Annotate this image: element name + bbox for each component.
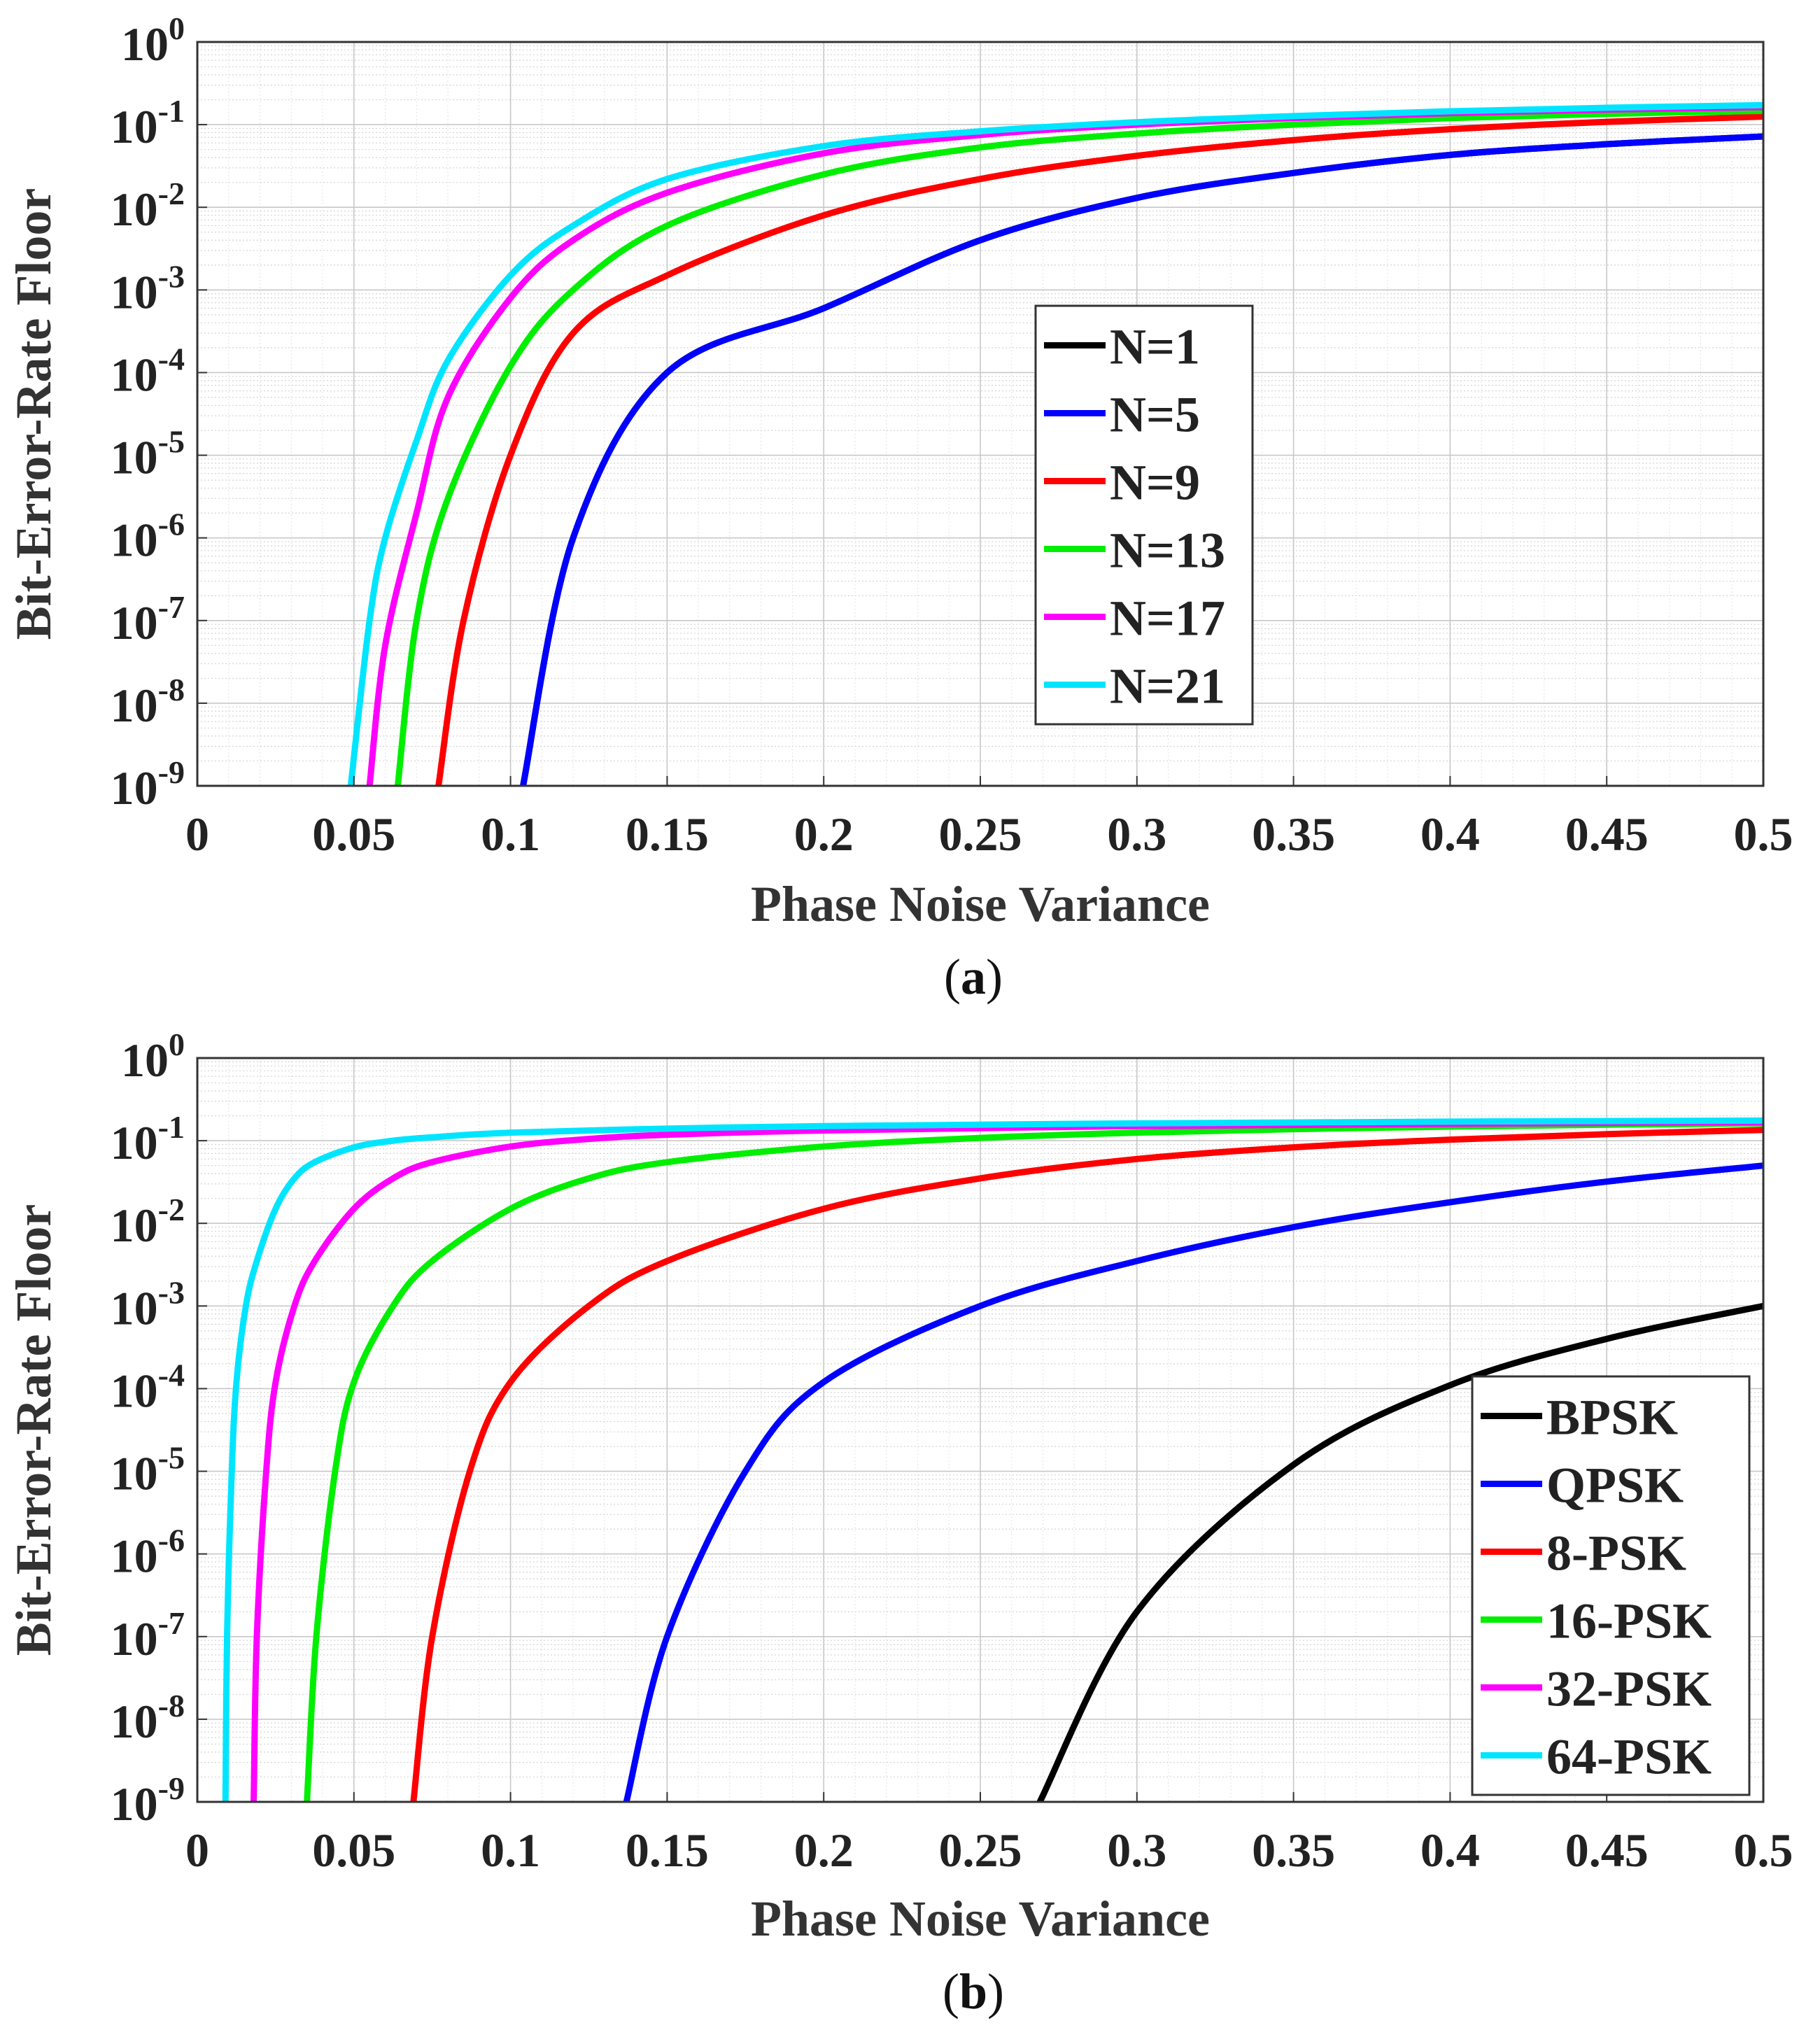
y-tick-label: 10-2 (111, 1192, 185, 1252)
x-tick-label: 0.45 (1565, 808, 1649, 861)
y-tick-label: 10-6 (111, 507, 185, 567)
x-tick-label: 0.15 (626, 808, 709, 861)
series-line-n-13 (394, 107, 1763, 786)
legend-label: N=1 (1110, 319, 1200, 375)
x-axis-label: Phase Noise Variance (751, 1891, 1210, 1947)
x-tick-label: 0.4 (1420, 1824, 1480, 1877)
panel-b: 0 0.05 0.1 0.15 0.2 0.25 0.3 0.35 0.4 0.45 0.5 100 1… (6, 1027, 1793, 2020)
y-tick-label: 10-9 (111, 1770, 185, 1831)
x-tick-label: 0.5 (1734, 808, 1793, 861)
series-line-64-psk (222, 1117, 1763, 1802)
legend: N=1 N=5 N=9 N=13 N=17 N=21 (1034, 304, 1254, 726)
y-axis-label: Bit-Error-Rate Floor (6, 1204, 62, 1656)
series-line-n-21 (347, 101, 1763, 786)
y-tick-label: 10-7 (111, 1605, 185, 1665)
y-tick-label: 10-2 (111, 176, 185, 236)
x-tick-label: 0.3 (1107, 808, 1166, 861)
series-line-8-psk (410, 1127, 1763, 1802)
series-line-16-psk (304, 1120, 1763, 1802)
y-tick-label: 10-4 (111, 1357, 185, 1417)
series-line-bpsk (1036, 1302, 1763, 1802)
series-group (222, 1117, 1763, 1802)
x-tick-label: 0.45 (1565, 1824, 1649, 1877)
y-tick-label: 10-4 (111, 341, 185, 401)
x-tick-label: 0.1 (481, 1824, 540, 1877)
legend-label: N=9 (1110, 455, 1200, 511)
y-axis-label: Bit-Error-Rate Floor (6, 188, 62, 640)
y-tick-label: 100 (121, 1027, 185, 1087)
x-axis-label: Phase Noise Variance (751, 876, 1210, 932)
x-tick-label: 0.15 (626, 1824, 709, 1877)
series-line-n-5 (520, 133, 1763, 786)
legend-label: 32-PSK (1546, 1661, 1712, 1717)
y-tick-label: 100 (121, 10, 185, 71)
x-tick-label: 0 (185, 808, 209, 861)
y-tick-label: 10-8 (111, 672, 185, 732)
legend-label: 64-PSK (1546, 1729, 1712, 1785)
legend-label: N=21 (1110, 658, 1225, 714)
x-tick-label: 0.5 (1734, 1824, 1793, 1877)
x-tick-label: 0.2 (794, 808, 854, 861)
x-tick-label: 0.35 (1252, 808, 1335, 861)
legend-label: N=17 (1110, 591, 1225, 647)
x-tick-label: 0 (185, 1824, 209, 1877)
legend-box (1471, 1375, 1751, 1796)
y-tick-label: 10-8 (111, 1688, 185, 1748)
y-tick-label: 10-5 (111, 424, 185, 484)
series-line-n-9 (435, 113, 1763, 786)
panel-a: 0 0.05 0.1 0.15 0.2 0.25 0.3 0.35 0.4 0.45 0.5 100 1… (6, 10, 1793, 1005)
y-tick-label: 10-1 (111, 93, 185, 153)
legend-box (1034, 304, 1254, 726)
y-tick-label: 10-3 (111, 258, 185, 318)
x-tick-label: 0.2 (794, 1824, 854, 1877)
x-tick-label: 0.05 (312, 1824, 395, 1877)
legend-label: BPSK (1546, 1390, 1678, 1446)
x-tick-label: 0.25 (939, 1824, 1022, 1877)
y-tick-label: 10-1 (111, 1109, 185, 1169)
series-line-qpsk (623, 1162, 1763, 1802)
legend-label: QPSK (1546, 1458, 1684, 1514)
x-tick-label: 0.25 (939, 808, 1022, 861)
y-tick-label: 10-7 (111, 589, 185, 649)
y-tick-label: 10-9 (111, 754, 185, 815)
legend-label: 16-PSK (1546, 1593, 1712, 1649)
legend-label: N=5 (1110, 387, 1200, 443)
panel-caption: (a) (944, 949, 1003, 1005)
legend: BPSK QPSK 8-PSK 16-PSK 32-PSK 64-PSK (1471, 1375, 1751, 1796)
x-tick-label: 0.3 (1107, 1824, 1166, 1877)
legend-label: 8-PSK (1546, 1525, 1686, 1581)
x-tick-label: 0.35 (1252, 1824, 1335, 1877)
x-tick-label: 0.05 (312, 808, 395, 861)
y-tick-label: 10-3 (111, 1274, 185, 1334)
legend-label: N=13 (1110, 523, 1225, 579)
y-tick-label: 10-5 (111, 1440, 185, 1500)
series-group (347, 101, 1763, 786)
y-tick-label: 10-6 (111, 1523, 185, 1583)
x-tick-label: 0.1 (481, 808, 540, 861)
panel-caption: (b) (943, 1964, 1004, 2020)
x-tick-label: 0.4 (1420, 808, 1480, 861)
